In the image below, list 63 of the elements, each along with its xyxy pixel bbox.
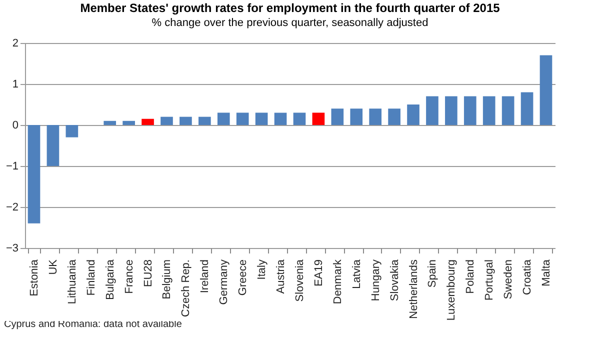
bar	[180, 116, 192, 125]
x-tick-label: Bulgaria	[104, 258, 116, 300]
x-tick-label: Italy	[256, 259, 268, 280]
bar	[407, 104, 420, 125]
x-tick-label: Belgium	[161, 260, 174, 300]
bar	[142, 118, 154, 125]
chart-title: Member States' growth rates for employment in the fourth quarter of 2015	[80, 1, 500, 15]
bar	[160, 116, 173, 125]
x-tick-label: Finland	[85, 260, 98, 296]
bar	[236, 112, 249, 125]
bar	[502, 96, 514, 125]
x-tick-label: Sweden	[502, 260, 515, 300]
x-tick-label: Greece	[237, 260, 250, 296]
bar	[122, 120, 135, 125]
bar	[350, 108, 363, 125]
x-tick-label: UK	[47, 258, 60, 275]
x-tick-label: EU28	[142, 260, 154, 288]
x-tick-label: Malta	[540, 258, 552, 286]
x-tick-label: Slovakia	[388, 258, 401, 302]
bar	[217, 112, 230, 125]
x-tick-label: Denmark	[332, 259, 344, 304]
y-tick-label: 2	[12, 38, 18, 50]
x-tick-label: Slovenia	[294, 258, 306, 302]
x-tick-label: France	[123, 260, 136, 294]
x-tick-label: Croatia	[522, 258, 534, 295]
bar	[274, 112, 287, 125]
bar	[464, 96, 476, 125]
bar	[293, 112, 306, 125]
x-tick-label: Ireland	[199, 260, 212, 294]
bar	[28, 125, 40, 224]
bar	[46, 125, 60, 166]
chart-subtitle: % change over the previous quarter, seasonally adjusted	[152, 17, 428, 29]
y-tick-label: 0	[12, 120, 18, 132]
y-tick-label: −1	[6, 160, 18, 172]
bar	[198, 116, 211, 125]
x-tick-label: EA19	[312, 260, 325, 286]
x-tick-label: Hungary	[370, 259, 382, 302]
y-tick-label: −2	[6, 202, 18, 214]
x-tick-label: Poland	[464, 260, 477, 294]
x-tick-label: Czech Rep.	[180, 260, 192, 317]
bar	[388, 108, 400, 125]
bar	[482, 96, 496, 125]
y-tick-label: −3	[6, 242, 18, 254]
bar	[255, 112, 268, 125]
x-tick-label: Spain	[426, 260, 439, 288]
bar	[520, 92, 534, 125]
bar	[66, 125, 78, 138]
y-tick-label: 1	[12, 78, 18, 90]
bar	[426, 96, 438, 125]
x-tick-label: Portugal	[484, 260, 496, 300]
bar	[540, 55, 552, 125]
x-tick-label: Estonia	[28, 258, 41, 296]
x-tick-label: Austria	[275, 258, 288, 294]
x-tick-label: Latvia	[350, 258, 363, 289]
x-tick-label: Lithuania	[66, 258, 78, 304]
x-tick-label: Germany	[218, 259, 230, 305]
bar	[331, 108, 344, 125]
x-tick-label: Netherlands	[408, 259, 420, 319]
bar	[312, 112, 325, 125]
bar	[104, 120, 116, 125]
x-tick-label: Luxembourg	[446, 260, 458, 321]
bar	[445, 96, 458, 125]
bar	[369, 108, 382, 125]
